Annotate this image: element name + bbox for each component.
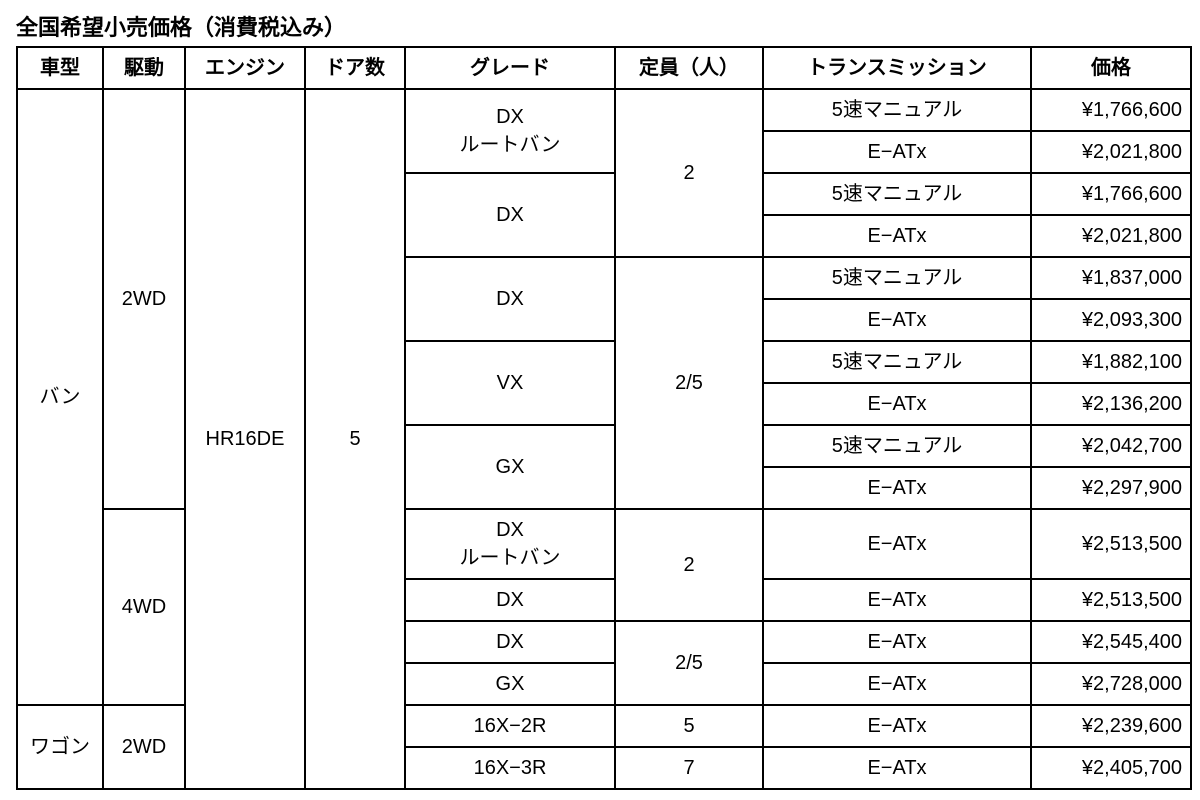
cell-grade: DX bbox=[405, 579, 615, 621]
table-row: バン 2WD HR16DE 5 DXルートバン 2 5速マニュアル ¥1,766… bbox=[17, 89, 1191, 131]
cell-transmission: E−ATx bbox=[763, 383, 1031, 425]
cell-price: ¥1,837,000 bbox=[1031, 257, 1191, 299]
cell-price: ¥2,513,500 bbox=[1031, 579, 1191, 621]
cell-grade: GX bbox=[405, 425, 615, 509]
cell-grade: DX bbox=[405, 621, 615, 663]
col-capacity: 定員（人） bbox=[615, 47, 763, 89]
table-header-row: 車型 駆動 エンジン ドア数 グレード 定員（人） トランスミッション 価格 bbox=[17, 47, 1191, 89]
cell-transmission: E−ATx bbox=[763, 299, 1031, 341]
cell-capacity: 2/5 bbox=[615, 621, 763, 705]
cell-transmission: 5速マニュアル bbox=[763, 257, 1031, 299]
cell-drive: 2WD bbox=[103, 89, 185, 509]
cell-price: ¥2,728,000 bbox=[1031, 663, 1191, 705]
cell-transmission: E−ATx bbox=[763, 509, 1031, 579]
cell-drive: 2WD bbox=[103, 705, 185, 789]
price-table: 車型 駆動 エンジン ドア数 グレード 定員（人） トランスミッション 価格 バ… bbox=[16, 46, 1192, 790]
cell-price: ¥2,405,700 bbox=[1031, 747, 1191, 789]
cell-transmission: E−ATx bbox=[763, 579, 1031, 621]
cell-price: ¥1,882,100 bbox=[1031, 341, 1191, 383]
cell-transmission: E−ATx bbox=[763, 131, 1031, 173]
cell-transmission: 5速マニュアル bbox=[763, 341, 1031, 383]
cell-grade: DX bbox=[405, 173, 615, 257]
cell-grade: DX bbox=[405, 257, 615, 341]
col-price: 価格 bbox=[1031, 47, 1191, 89]
cell-capacity: 2 bbox=[615, 509, 763, 621]
cell-engine: HR16DE bbox=[185, 89, 305, 789]
cell-transmission: 5速マニュアル bbox=[763, 173, 1031, 215]
cell-body-type: バン bbox=[17, 89, 103, 705]
cell-price: ¥1,766,600 bbox=[1031, 89, 1191, 131]
cell-capacity: 2 bbox=[615, 89, 763, 257]
cell-price: ¥2,545,400 bbox=[1031, 621, 1191, 663]
col-grade: グレード bbox=[405, 47, 615, 89]
cell-capacity: 7 bbox=[615, 747, 763, 789]
cell-grade: DXルートバン bbox=[405, 509, 615, 579]
cell-transmission: 5速マニュアル bbox=[763, 425, 1031, 467]
cell-grade: DXルートバン bbox=[405, 89, 615, 173]
cell-transmission: E−ATx bbox=[763, 467, 1031, 509]
page-title: 全国希望小売価格（消費税込み） bbox=[16, 10, 1184, 42]
cell-capacity: 2/5 bbox=[615, 257, 763, 509]
col-transmission: トランスミッション bbox=[763, 47, 1031, 89]
cell-price: ¥2,021,800 bbox=[1031, 131, 1191, 173]
cell-price: ¥2,136,200 bbox=[1031, 383, 1191, 425]
col-engine: エンジン bbox=[185, 47, 305, 89]
col-body-type: 車型 bbox=[17, 47, 103, 89]
cell-price: ¥2,513,500 bbox=[1031, 509, 1191, 579]
cell-transmission: 5速マニュアル bbox=[763, 89, 1031, 131]
cell-drive: 4WD bbox=[103, 509, 185, 705]
cell-grade: 16X−3R bbox=[405, 747, 615, 789]
cell-price: ¥2,021,800 bbox=[1031, 215, 1191, 257]
cell-body-type: ワゴン bbox=[17, 705, 103, 789]
col-drive: 駆動 bbox=[103, 47, 185, 89]
cell-price: ¥2,042,700 bbox=[1031, 425, 1191, 467]
cell-grade: GX bbox=[405, 663, 615, 705]
cell-transmission: E−ATx bbox=[763, 663, 1031, 705]
cell-transmission: E−ATx bbox=[763, 621, 1031, 663]
cell-price: ¥1,766,600 bbox=[1031, 173, 1191, 215]
cell-grade: VX bbox=[405, 341, 615, 425]
cell-doors: 5 bbox=[305, 89, 405, 789]
cell-price: ¥2,093,300 bbox=[1031, 299, 1191, 341]
cell-transmission: E−ATx bbox=[763, 215, 1031, 257]
cell-price: ¥2,297,900 bbox=[1031, 467, 1191, 509]
cell-transmission: E−ATx bbox=[763, 747, 1031, 789]
col-doors: ドア数 bbox=[305, 47, 405, 89]
